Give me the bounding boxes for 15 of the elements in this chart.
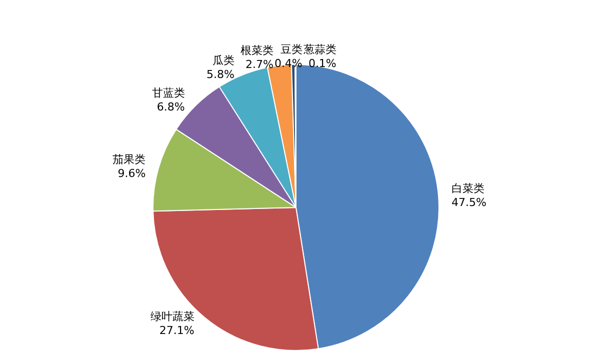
slice-label: 白菜类 bbox=[451, 182, 484, 196]
data-label: 47.5% bbox=[451, 196, 486, 210]
data-label: 0.1% bbox=[308, 56, 336, 70]
slice-label: 豆类 bbox=[280, 43, 302, 56]
slice-label: 茄果类 bbox=[112, 152, 146, 166]
slice-label: 甘蓝类 bbox=[152, 86, 185, 100]
data-label: 5.8% bbox=[206, 68, 234, 81]
slice-label: 根菜类 bbox=[240, 44, 274, 57]
slice-label: 绿叶蔬菜 bbox=[150, 310, 194, 324]
data-label: 6.8% bbox=[156, 100, 185, 114]
slice-label: 葱蒜类 bbox=[303, 42, 336, 56]
data-label: 2.7% bbox=[245, 58, 274, 71]
slice-label: 瓜类 bbox=[212, 54, 234, 67]
data-label: 27.1% bbox=[159, 324, 194, 338]
data-label: 9.6% bbox=[118, 166, 146, 180]
